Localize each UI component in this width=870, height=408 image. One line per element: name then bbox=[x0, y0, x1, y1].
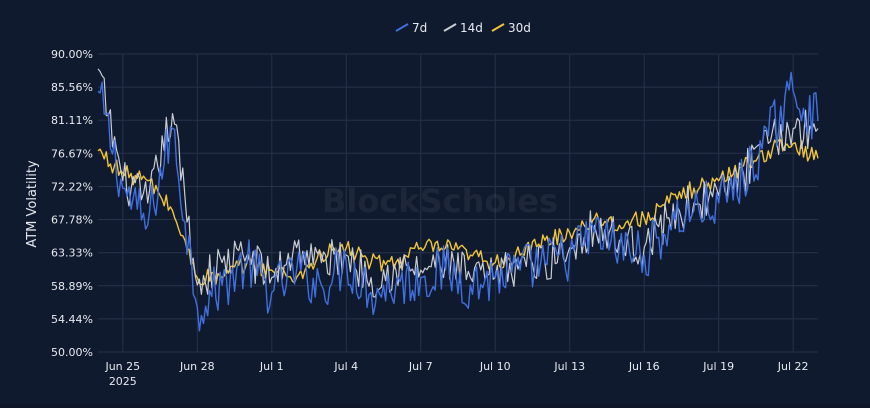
x-tick-label: Jul 4 bbox=[333, 360, 358, 373]
y-tick-label: 81.11% bbox=[51, 114, 93, 127]
y-axis-title: ATM Volatility bbox=[25, 160, 40, 248]
y-tick-label: 76.67% bbox=[51, 147, 93, 160]
series-line-30d bbox=[97, 139, 819, 286]
x-tick-label: Jul 7 bbox=[408, 360, 433, 373]
legend-item-7d[interactable]: 7d bbox=[395, 21, 427, 35]
y-tick-label: 90.00% bbox=[51, 48, 93, 61]
y-tick-label: 58.89% bbox=[51, 280, 93, 293]
x-tick-label: Jun 25 bbox=[104, 360, 140, 373]
x-tick-label: Jul 19 bbox=[702, 360, 734, 373]
y-tick-label: 67.78% bbox=[51, 214, 93, 227]
y-tick-label: 50.00% bbox=[51, 346, 93, 359]
x-tick-label: Jul 16 bbox=[628, 360, 660, 373]
y-tick-label: 54.44% bbox=[51, 313, 93, 326]
x-tick-year-label: 2025 bbox=[109, 375, 137, 388]
x-tick-label: Jul 1 bbox=[259, 360, 284, 373]
legend-swatch bbox=[395, 23, 409, 32]
legend-item-14d[interactable]: 14d bbox=[443, 21, 483, 35]
legend-swatch bbox=[443, 23, 457, 32]
series-line-7d bbox=[97, 71, 819, 332]
legend[interactable]: 7d 14d 30d bbox=[395, 21, 531, 35]
x-tick-label: Jul 13 bbox=[553, 360, 585, 373]
series-lines bbox=[97, 68, 819, 332]
y-axis-tick-labels: 90.00% 85.56% 81.11% 76.67% 72.22% 67.78% 63.3… bbox=[51, 48, 93, 359]
grid-lines bbox=[98, 53, 818, 353]
legend-label: 7d bbox=[412, 21, 427, 35]
x-axis-tick-labels: Jun 25 2025 Jun 28 Jul 1 Jul 4 Jul 7 Jul 10 Jul… bbox=[104, 360, 808, 388]
watermark-text: BlockScholes bbox=[322, 182, 558, 220]
x-tick-label: Jul 22 bbox=[777, 360, 809, 373]
legend-label: 14d bbox=[460, 21, 483, 35]
legend-item-30d[interactable]: 30d bbox=[491, 21, 531, 35]
y-tick-label: 85.56% bbox=[51, 81, 93, 94]
y-tick-label: 63.33% bbox=[51, 247, 93, 260]
x-tick-label: Jul 10 bbox=[479, 360, 511, 373]
x-tick-label: Jun 28 bbox=[179, 360, 215, 373]
legend-label: 30d bbox=[508, 21, 531, 35]
legend-swatch bbox=[491, 23, 505, 32]
y-tick-label: 72.22% bbox=[51, 180, 93, 193]
